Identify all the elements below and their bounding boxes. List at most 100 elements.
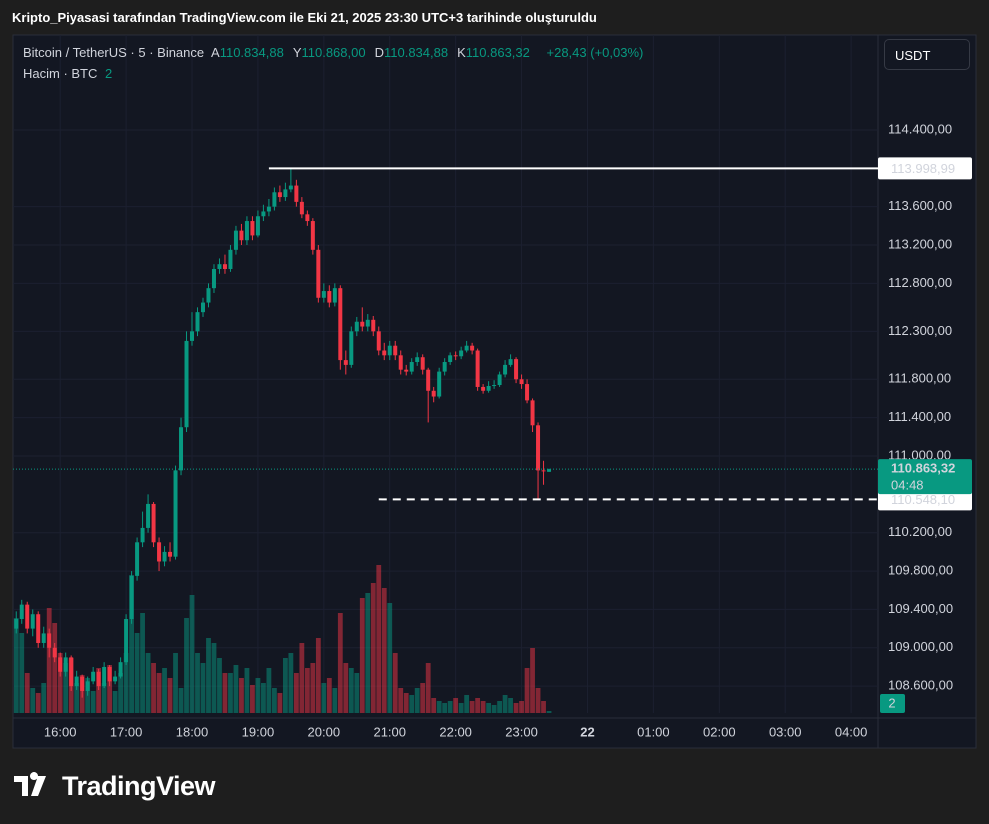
candle-body — [129, 575, 134, 620]
volume-bar — [282, 658, 288, 713]
volume-bar — [228, 673, 233, 713]
volume-legend: Hacim · BTC 2 — [23, 66, 116, 81]
volume-bar — [513, 703, 519, 713]
candle-body — [157, 542, 162, 562]
candle-body — [299, 201, 304, 215]
volume-bar — [398, 688, 404, 713]
candle-body — [431, 390, 436, 397]
candle-body — [85, 681, 90, 691]
level-label-box — [878, 157, 972, 180]
volume-bar — [173, 653, 178, 713]
volume-bar — [414, 688, 420, 713]
volume-bar — [310, 663, 316, 713]
volume-bar — [74, 683, 80, 713]
volume-bar — [96, 668, 102, 713]
volume-bar — [502, 695, 508, 713]
candle-body — [360, 321, 365, 327]
volume-bar — [156, 673, 162, 713]
volume-bar — [442, 703, 448, 713]
volume-bar — [195, 653, 200, 713]
candle-body — [168, 551, 173, 557]
volume-bar — [524, 668, 530, 713]
candle-body — [102, 666, 107, 687]
candle-body — [288, 185, 293, 190]
volume-bar — [266, 668, 272, 713]
candle-body — [25, 604, 30, 629]
chart-panel — [12, 34, 977, 749]
candle-body — [266, 206, 271, 212]
candle-body — [140, 527, 145, 543]
candle-body — [239, 230, 244, 241]
x-tick-label: 22:00 — [439, 724, 472, 739]
candle-body — [63, 657, 68, 672]
volume-bar — [486, 703, 492, 713]
candle-body — [459, 350, 464, 357]
volume-bar — [244, 668, 250, 713]
volume-bar — [30, 688, 36, 713]
candle-body — [470, 345, 475, 351]
candle-body — [437, 371, 442, 397]
x-tick-label: 02:00 — [703, 724, 736, 739]
candle-body — [547, 469, 552, 472]
candle-body — [233, 230, 238, 250]
candle-body — [492, 385, 497, 387]
volume-bar — [19, 633, 25, 713]
volume-bar — [52, 623, 58, 713]
volume-bar — [519, 701, 524, 713]
volume-bar — [233, 665, 239, 713]
candle-body — [354, 321, 359, 332]
candle-body — [96, 671, 101, 687]
volume-bar — [508, 698, 513, 713]
candle-body — [464, 345, 469, 351]
candle-body — [393, 345, 398, 356]
volume-bar — [365, 593, 371, 713]
y-tick-label: 113.200,00 — [888, 236, 952, 251]
candle-body — [47, 633, 52, 648]
x-tick-label: 18:00 — [176, 724, 209, 739]
volume-bar — [370, 583, 376, 713]
currency-button[interactable]: USDT — [884, 39, 970, 70]
change: +28,43 (+0,03%) — [546, 45, 644, 60]
candle-body — [255, 216, 260, 236]
candle-body — [190, 331, 195, 341]
volume-bar — [387, 603, 393, 713]
volume-bar — [425, 663, 431, 713]
candle-body — [338, 288, 343, 361]
candle-body — [486, 385, 491, 391]
ohlc-value: 110.834,88 — [383, 45, 449, 60]
candle-body — [409, 362, 414, 372]
candle-body — [536, 425, 541, 471]
ohlc-values: A110.834,88 Y110.868,00 D110.834,88 K110.86… — [211, 45, 539, 60]
volume-bar — [497, 701, 502, 713]
volume-bar — [321, 683, 327, 713]
volume-name: Hacim · BTC — [23, 66, 98, 81]
candle-body — [80, 676, 85, 691]
volume-bar — [41, 683, 47, 713]
volume-bar — [13, 618, 19, 713]
candle-body — [327, 291, 332, 303]
volume-bar — [63, 663, 69, 713]
candle-body — [222, 264, 227, 269]
volume-bar — [271, 688, 277, 713]
candle-body — [113, 676, 118, 682]
candle-body — [74, 676, 79, 687]
volume-bar — [112, 691, 118, 713]
candle-body — [525, 384, 530, 401]
candle-body — [118, 662, 123, 677]
volume-bar — [403, 693, 409, 713]
volume-label: 2 — [888, 695, 895, 710]
candle-body — [426, 369, 431, 391]
candle-body — [530, 400, 535, 426]
volume-bar — [255, 678, 261, 713]
x-tick-label: 17:00 — [110, 724, 143, 739]
candle-body — [365, 319, 370, 327]
candle-body — [91, 671, 96, 682]
candle-body — [541, 470, 546, 472]
candle-body — [305, 214, 310, 222]
volume-bar — [348, 668, 354, 713]
volume-bar — [217, 658, 222, 713]
candle-body — [349, 331, 354, 365]
volume-bar — [250, 685, 255, 713]
brand: TradingView — [62, 771, 216, 801]
